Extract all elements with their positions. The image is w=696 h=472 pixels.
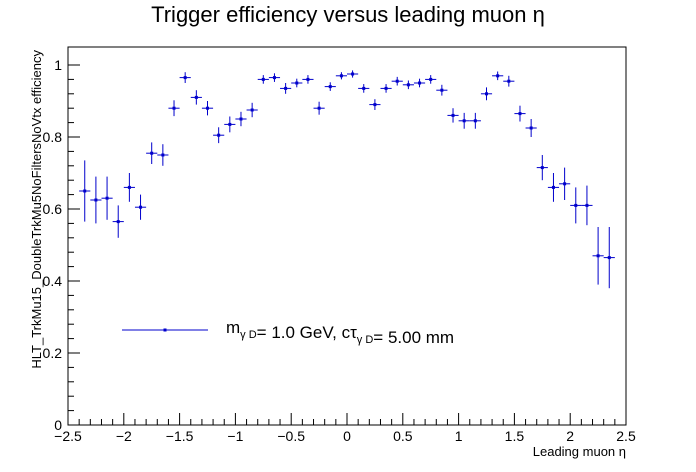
data-point — [339, 74, 343, 78]
data-point — [406, 83, 410, 87]
data-point — [384, 86, 388, 90]
data-point — [94, 198, 98, 202]
data-point — [574, 203, 578, 207]
data-point — [440, 88, 444, 92]
data-point — [295, 81, 299, 85]
data-point — [261, 77, 265, 81]
data-point — [451, 113, 455, 117]
data-point — [585, 203, 589, 207]
data-point — [418, 81, 422, 85]
data-point — [206, 106, 209, 110]
data-point — [529, 126, 533, 130]
data-point — [194, 95, 198, 99]
y-tick-label: 0.4 — [43, 273, 63, 289]
legend-marker — [163, 328, 167, 332]
x-tick-label: 2.5 — [616, 428, 636, 444]
y-tick-label: 1 — [54, 57, 62, 73]
data-point — [518, 112, 522, 116]
data-point — [150, 151, 154, 155]
x-tick-label: −2.5 — [54, 428, 82, 444]
data-point — [105, 196, 109, 200]
data-point — [250, 108, 254, 112]
x-tick-label: 1 — [455, 428, 463, 444]
data-point — [496, 74, 500, 78]
data-point — [362, 86, 366, 90]
legend-label: mγ D= 1.0 GeV, cτγ D= 5.00 mm — [226, 318, 454, 347]
data-point — [485, 92, 488, 96]
x-tick-label: −1 — [227, 428, 243, 444]
data-point — [563, 182, 567, 186]
data-point — [217, 133, 221, 137]
y-tick-label: 0 — [54, 417, 62, 433]
data-point — [607, 256, 611, 260]
y-tick-label: 0.2 — [43, 345, 63, 361]
data-point — [161, 153, 165, 157]
data-point — [551, 185, 555, 189]
data-point — [172, 106, 176, 110]
data-point — [228, 122, 232, 126]
x-tick-label: −2 — [116, 428, 132, 444]
x-tick-label: 0 — [343, 428, 351, 444]
x-tick-label: 0.5 — [393, 428, 413, 444]
y-tick-label: 0.8 — [43, 129, 63, 145]
data-point — [306, 77, 310, 81]
data-point — [127, 185, 131, 189]
y-axis-title: HLT_TrkMu15_DoubleTrkMu5NoFiltersNoVtx e… — [29, 50, 44, 369]
x-tick-label: −0.5 — [277, 428, 305, 444]
data-point — [183, 76, 187, 80]
data-point — [83, 189, 87, 193]
x-tick-label: −1.5 — [166, 428, 194, 444]
legend: mγ D= 1.0 GeV, cτγ D= 5.00 mm — [122, 318, 454, 347]
x-tick-label: 1.5 — [505, 428, 525, 444]
data-point — [429, 77, 433, 81]
data-point — [473, 119, 477, 123]
data-point — [540, 166, 544, 170]
data-point — [139, 205, 143, 209]
data-point — [317, 106, 321, 110]
x-tick-label: 2 — [566, 428, 574, 444]
chart-title: Trigger efficiency versus leading muon η — [151, 2, 545, 27]
data-point — [239, 117, 243, 121]
data-point — [351, 72, 355, 76]
data-point — [116, 220, 120, 224]
x-axis-title: Leading muon η — [533, 444, 626, 459]
data-point — [328, 85, 332, 89]
plot-area: −2.5 −2 −1.5 −1 −0.5 0 0.5 1 1.5 2 2.5 0 0.2 0.4 0.6 0.… — [43, 46, 636, 444]
data-point — [284, 86, 288, 90]
data-point — [507, 79, 511, 83]
data-point — [462, 119, 466, 123]
data-point — [395, 79, 399, 83]
y-tick-label: 0.6 — [43, 201, 63, 217]
data-point — [596, 254, 600, 258]
data-point — [272, 76, 276, 80]
data-point — [373, 103, 377, 107]
